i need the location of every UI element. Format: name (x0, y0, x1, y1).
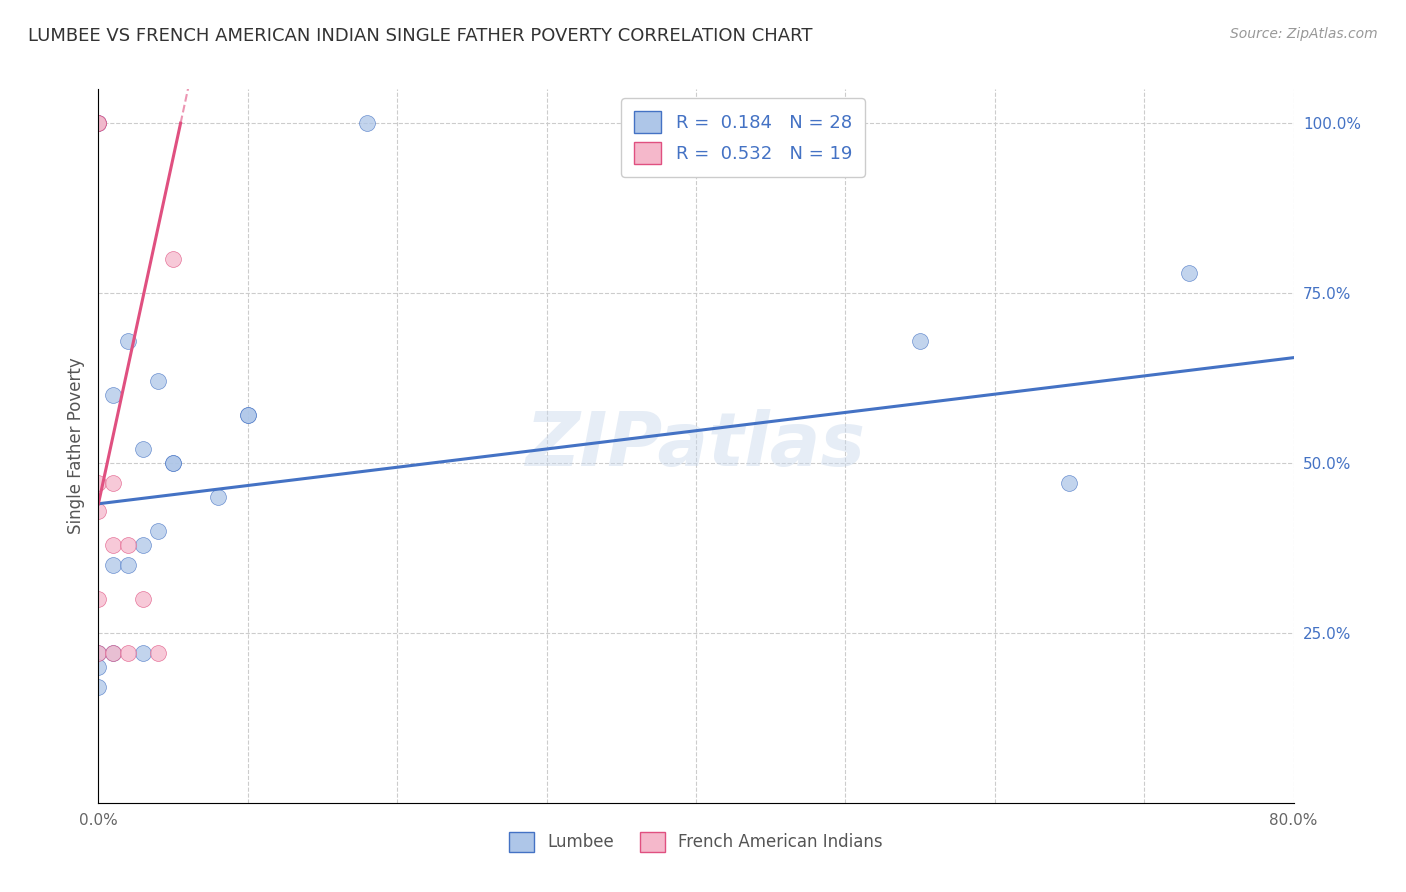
Point (87, 680, 110, 694)
Point (87, 646, 110, 660)
Text: ZIPatlas: ZIPatlas (526, 409, 866, 483)
Point (117, 558, 139, 572)
Point (103, 646, 125, 660)
Point (1178, 266, 1201, 280)
Point (356, 116, 378, 130)
Point (908, 334, 931, 348)
Point (207, 490, 229, 504)
Point (87, 503, 110, 517)
Text: LUMBEE VS FRENCH AMERICAN INDIAN SINGLE FATHER POVERTY CORRELATION CHART: LUMBEE VS FRENCH AMERICAN INDIAN SINGLE … (28, 27, 813, 45)
Point (236, 409, 259, 423)
Point (132, 591, 155, 606)
Point (117, 537, 139, 551)
Point (148, 375, 170, 389)
Legend: Lumbee, French American Indians: Lumbee, French American Indians (503, 825, 889, 859)
Point (103, 388, 125, 402)
Point (117, 646, 139, 660)
Point (87, 116, 110, 130)
Point (148, 524, 170, 538)
Point (162, 456, 184, 470)
Point (103, 537, 125, 551)
Point (162, 252, 184, 266)
Text: Source: ZipAtlas.com: Source: ZipAtlas.com (1230, 27, 1378, 41)
Point (132, 537, 155, 551)
Point (162, 456, 184, 470)
Y-axis label: Single Father Poverty: Single Father Poverty (66, 358, 84, 534)
Point (87, 646, 110, 660)
Point (148, 646, 170, 660)
Point (236, 409, 259, 423)
Point (87, 116, 110, 130)
Point (87, 591, 110, 606)
Point (132, 442, 155, 457)
Point (103, 646, 125, 660)
Point (87, 116, 110, 130)
Point (87, 476, 110, 491)
Point (132, 646, 155, 660)
Point (103, 558, 125, 572)
Point (87, 660, 110, 674)
Point (117, 334, 139, 348)
Point (87, 116, 110, 130)
Point (1059, 476, 1081, 491)
Point (103, 476, 125, 491)
